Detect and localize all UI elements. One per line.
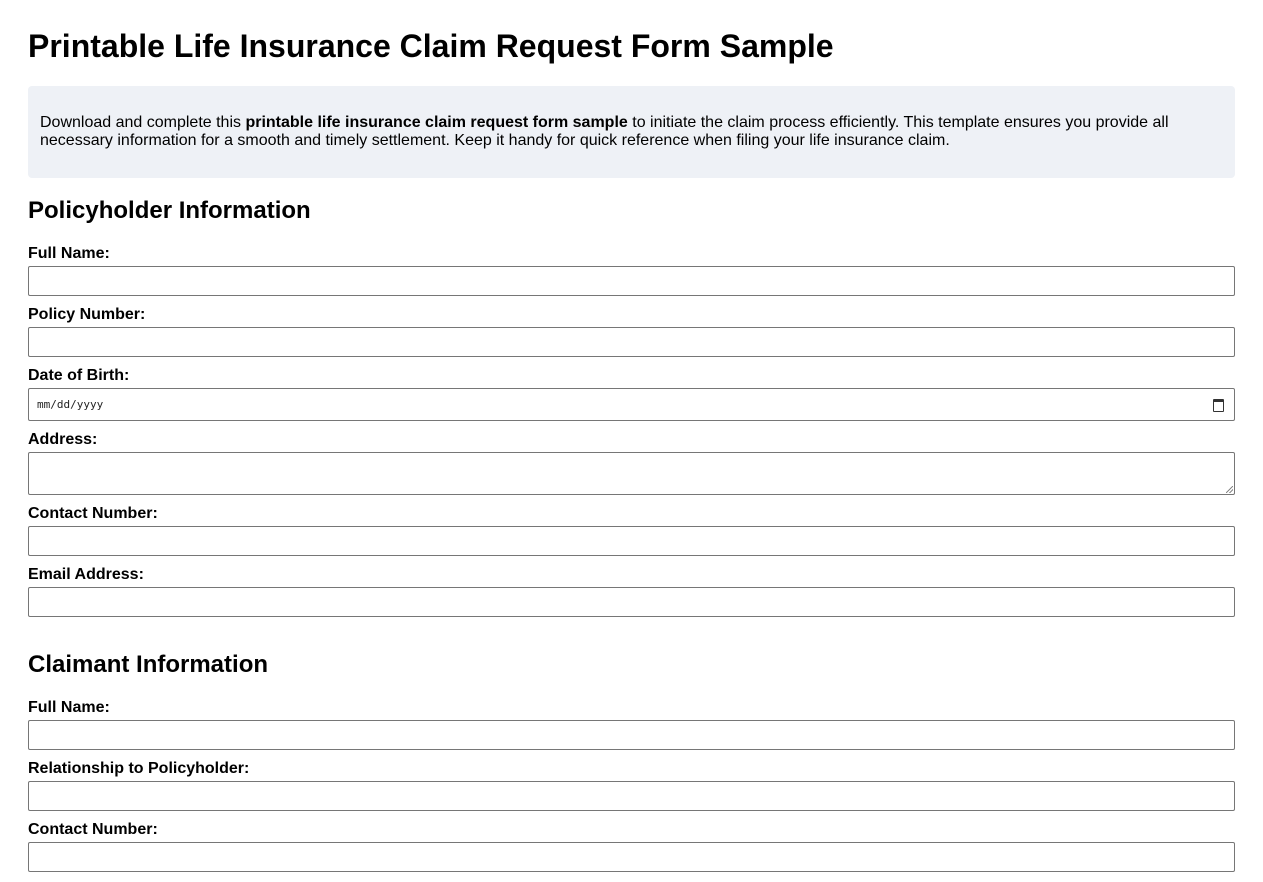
policy-number-label: Policy Number: xyxy=(28,306,146,323)
dob-placeholder: mm/dd/yyyy xyxy=(37,398,104,411)
dob-input[interactable]: mm/dd/yyyy xyxy=(28,388,1235,421)
dob-label: Date of Birth: xyxy=(28,367,130,384)
form-page: Printable Life Insurance Claim Request F… xyxy=(28,0,1235,882)
claimant-heading: Claimant Information xyxy=(28,651,269,678)
cl-full-name-input[interactable] xyxy=(28,720,1235,750)
calendar-icon[interactable] xyxy=(1213,399,1224,412)
cl-contact-label: Contact Number: xyxy=(28,821,158,838)
address-textarea[interactable] xyxy=(28,452,1235,495)
email-label: Email Address: xyxy=(28,566,144,583)
email-input[interactable] xyxy=(28,587,1235,617)
address-label: Address: xyxy=(28,431,98,448)
intro-bold: printable life insurance claim request f… xyxy=(245,114,628,131)
ph-full-name-label: Full Name: xyxy=(28,245,110,262)
intro-box: Download and complete this printable lif… xyxy=(28,86,1235,178)
cl-full-name-label: Full Name: xyxy=(28,699,110,716)
ph-contact-input[interactable] xyxy=(28,526,1235,556)
resize-grip-icon[interactable] xyxy=(1226,486,1233,493)
intro-text: Download and complete this xyxy=(40,114,246,131)
relationship-input[interactable] xyxy=(28,781,1235,811)
policyholder-heading: Policyholder Information xyxy=(28,197,311,224)
intro-text-rest: to initiate the claim process efficientl… xyxy=(40,114,1169,149)
ph-contact-label: Contact Number: xyxy=(28,505,158,522)
ph-full-name-input[interactable] xyxy=(28,266,1235,296)
relationship-label: Relationship to Policyholder: xyxy=(28,760,250,777)
page-title: Printable Life Insurance Claim Request F… xyxy=(28,28,834,64)
policy-number-input[interactable] xyxy=(28,327,1235,357)
cl-contact-input[interactable] xyxy=(28,842,1235,872)
